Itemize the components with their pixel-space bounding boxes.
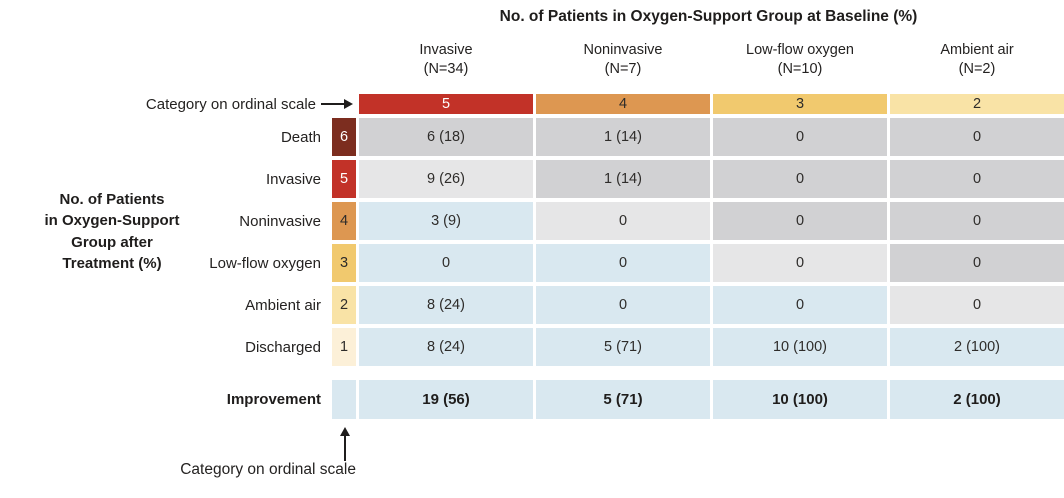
row-axis-title-line: Group after (71, 233, 153, 251)
column-header-n: (N=10) (777, 61, 823, 78)
matrix-cell: 0 (536, 202, 710, 240)
row-axis-title-line: in Oxygen-Support (44, 212, 180, 230)
row-label-improvement: Improvement (226, 391, 321, 408)
matrix-cell: 0 (890, 202, 1064, 240)
matrix-cell: 0 (713, 118, 887, 156)
row-axis-title-line: No. of Patients (59, 191, 165, 208)
row-ordinal-chip: 5 (332, 160, 356, 198)
matrix-cell: 8 (24) (359, 328, 533, 366)
matrix-cell: 5 (71) (536, 328, 710, 366)
matrix-cell: 0 (890, 160, 1064, 198)
matrix-cell: 10 (100) (713, 328, 887, 366)
improvement-row-spacer (0, 370, 1064, 376)
matrix-cell: 0 (890, 244, 1064, 282)
column-ordinal-chip: 3 (713, 94, 887, 114)
matrix-cell: 9 (26) (359, 160, 533, 198)
ordinal-scale-pointer-top: Category on ordinal scale (0, 94, 356, 114)
row-label-invasive: Invasive (265, 170, 321, 188)
matrix-cell: 1 (14) (536, 160, 710, 198)
column-ordinal-chip: 4 (536, 94, 710, 114)
matrix-cell: 6 (18) (359, 118, 533, 156)
ordinal-scale-pointer-top-label: Category on ordinal scale (145, 95, 316, 113)
column-header-label: Ambient air (940, 42, 1014, 58)
column-header-label: Invasive (419, 42, 473, 58)
column-header-label: Low-flow oxygen (746, 42, 854, 58)
column-ordinal-chip: 5 (359, 94, 533, 114)
column-header-label: Noninvasive (583, 42, 663, 58)
header-spacer (0, 40, 356, 90)
matrix-cell: 0 (713, 286, 887, 324)
column-header-low-flow-oxygen: Low-flow oxygen (N=10) (713, 40, 887, 90)
row-ordinal-chip: 6 (332, 118, 356, 156)
row-label-discharged: Discharged (245, 338, 321, 356)
improvement-cell: 19 (56) (359, 380, 533, 419)
row-ordinal-chip: 4 (332, 202, 356, 240)
row-label-noninvasive: Noninvasive (239, 212, 321, 230)
matrix-cell: 0 (713, 160, 887, 198)
improvement-cell: 2 (100) (890, 380, 1064, 419)
column-header-invasive: Invasive (N=34) (359, 40, 533, 90)
improvement-cell: 5 (71) (536, 380, 710, 419)
matrix-cell: 1 (14) (536, 118, 710, 156)
matrix-cell: 8 (24) (359, 286, 533, 324)
matrix-cell: 0 (890, 118, 1064, 156)
matrix-cell: 3 (9) (359, 202, 533, 240)
column-header-noninvasive: Noninvasive (N=7) (536, 40, 710, 90)
column-ordinal-chip: 2 (890, 94, 1064, 114)
row-label-low-flow-oxygen: Low-flow oxygen (209, 254, 321, 272)
matrix-cell: 0 (713, 244, 887, 282)
matrix-cell: 2 (100) (890, 328, 1064, 366)
improvement-ordinal-chip (332, 380, 356, 419)
column-header-n: (N=7) (604, 61, 642, 78)
column-header-n: (N=34) (423, 61, 469, 78)
matrix-grid: Invasive (N=34) Noninvasive (N=7) Low-fl… (0, 40, 1064, 419)
matrix-cell: 0 (536, 244, 710, 282)
improvement-cell: 10 (100) (713, 380, 887, 419)
row-label-death: Death (280, 128, 321, 146)
row-axis-title-line: Treatment (%) (62, 254, 162, 272)
right-arrow-icon (321, 99, 353, 109)
row-ordinal-chip: 2 (332, 286, 356, 324)
matrix-cell: 0 (359, 244, 533, 282)
matrix-cell: 0 (713, 202, 887, 240)
matrix-cell: 0 (536, 286, 710, 324)
row-ordinal-chip: 3 (332, 244, 356, 282)
column-header-ambient-air: Ambient air (N=2) (890, 40, 1064, 90)
up-arrow-icon (337, 427, 353, 461)
row-ordinal-chip: 1 (332, 328, 356, 366)
matrix-cell: 0 (890, 286, 1064, 324)
column-header-n: (N=2) (958, 61, 996, 78)
row-label-ambient-air: Ambient air (245, 296, 321, 314)
table-title: No. of Patients in Oxygen-Support Group … (499, 8, 918, 25)
row-axis-title: No. of Patients in Oxygen-Support Group … (8, 189, 216, 274)
ordinal-scale-pointer-bottom-label: Category on ordinal scale (180, 461, 356, 478)
